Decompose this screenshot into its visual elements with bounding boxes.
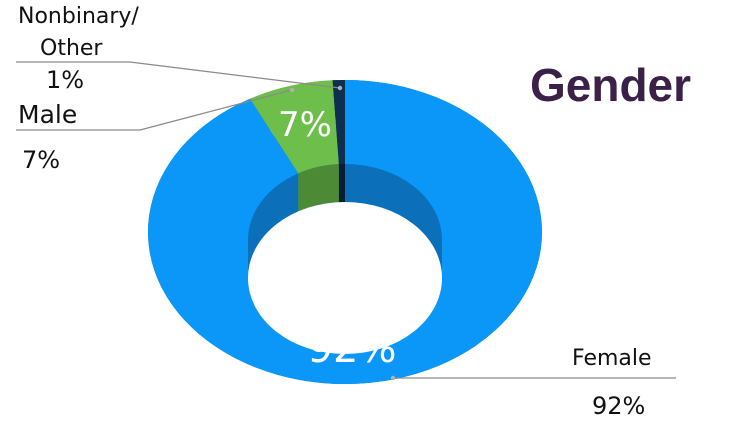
male-value: 7% (22, 146, 61, 174)
male-slice-label: 7% (278, 105, 332, 145)
nonbinary-value: 1% (46, 66, 85, 94)
nonbinary-label-line2: Other (40, 36, 103, 61)
female-slice-label: 92% (308, 326, 397, 372)
leader-female-dot (390, 375, 396, 381)
chart-title: Gender (530, 59, 692, 111)
hole-wall-segment (345, 164, 442, 278)
leader-male-dot (289, 87, 295, 93)
male-label: Male (18, 100, 78, 129)
slice-male (250, 80, 339, 174)
leader-male (16, 89, 293, 131)
slice-nonbinary-other (332, 80, 345, 165)
hole-wall-segment (298, 164, 339, 212)
leader-nonbinary (16, 61, 341, 89)
female-value: 92% (592, 392, 646, 420)
nonbinary-label-line1: Nonbinary/ (18, 4, 139, 29)
hole-wall-segment (248, 173, 299, 278)
leader-nonbinary-dot (337, 85, 343, 91)
leader-lines (16, 61, 676, 381)
donut-slices (147, 80, 542, 385)
hole-opening (248, 202, 442, 354)
female-label: Female (572, 346, 652, 371)
donut-hole (248, 164, 442, 278)
hole-wall-segment (338, 164, 345, 203)
